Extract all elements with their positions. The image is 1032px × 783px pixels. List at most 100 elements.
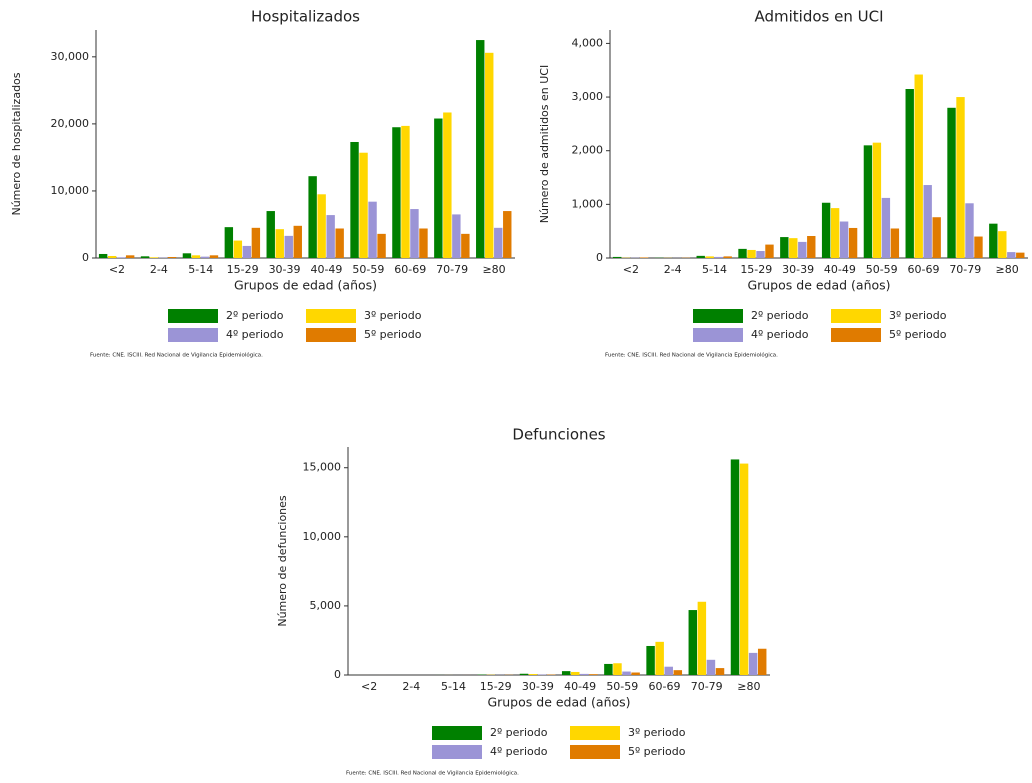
x-tick-label: 50-59 — [352, 263, 384, 276]
bar — [756, 251, 765, 258]
bar — [989, 223, 998, 258]
legend-label: 2º periodo — [490, 726, 548, 739]
bar — [697, 601, 707, 675]
legend-swatch — [306, 328, 356, 342]
x-tick-label: 40-49 — [824, 263, 856, 276]
x-tick-label: 70-79 — [691, 680, 723, 693]
bar — [317, 194, 326, 258]
bar — [284, 235, 293, 258]
bar — [664, 666, 673, 675]
bar — [519, 673, 529, 675]
y-tick-label: 4,000 — [572, 36, 604, 49]
x-tick-label: <2 — [623, 263, 639, 276]
bar — [730, 459, 740, 675]
bar — [476, 40, 485, 258]
bar — [612, 256, 622, 258]
x-tick-label: 5-14 — [188, 263, 213, 276]
y-tick-label: 0 — [596, 251, 603, 264]
x-tick-label: 40-49 — [310, 263, 342, 276]
source-note: Fuente: CNE. ISCIII. Red Nacional de Vig… — [90, 352, 263, 359]
bar — [738, 248, 747, 258]
bar — [715, 668, 725, 675]
legend-label: 5º periodo — [364, 328, 422, 341]
y-tick-label: 20,000 — [51, 117, 90, 130]
x-axis-title: Grupos de edad (años) — [234, 278, 377, 293]
bar — [200, 256, 210, 258]
bar — [410, 209, 419, 258]
bar — [947, 107, 956, 258]
bar — [646, 645, 655, 675]
bar — [589, 674, 598, 675]
legend-label: 2º periodo — [751, 309, 809, 322]
bar — [914, 74, 923, 258]
bar — [293, 225, 302, 258]
bar — [368, 201, 377, 258]
bar — [747, 249, 756, 258]
x-tick-label: 15-29 — [480, 680, 512, 693]
source-note: Fuente: CNE. ISCIII. Red Nacional de Vig… — [605, 352, 778, 359]
bar — [326, 215, 335, 258]
bar — [209, 255, 219, 258]
bar — [622, 671, 631, 675]
y-axis-title: Número de defunciones — [276, 495, 289, 627]
y-tick-label: 0 — [82, 251, 89, 264]
x-tick-label: 2-4 — [664, 263, 682, 276]
legend-label: 3º periodo — [889, 309, 947, 322]
legend-swatch — [570, 726, 620, 740]
bar — [461, 233, 470, 258]
y-tick-label: 5,000 — [310, 599, 342, 612]
bar — [167, 256, 177, 258]
bar — [706, 659, 716, 675]
x-tick-label: 30-39 — [782, 263, 814, 276]
legend-label: 3º periodo — [364, 309, 422, 322]
bar — [107, 255, 117, 258]
bar — [780, 237, 789, 258]
x-tick-label: 50-59 — [866, 263, 898, 276]
bar — [434, 118, 443, 259]
x-tick-label: <2 — [361, 680, 377, 693]
x-tick-label: 5-14 — [441, 680, 466, 693]
bar — [848, 227, 858, 258]
bar — [604, 663, 613, 675]
bar — [419, 228, 428, 258]
y-tick-label: 30,000 — [51, 50, 90, 63]
bar — [580, 673, 589, 675]
y-tick-label: 2,000 — [572, 144, 604, 157]
x-tick-label: 70-79 — [436, 263, 468, 276]
legend-label: 5º periodo — [889, 328, 947, 341]
y-tick-label: 3,000 — [572, 90, 604, 103]
bar — [905, 89, 914, 258]
bar — [251, 227, 261, 258]
bar — [765, 244, 774, 258]
bar — [561, 671, 571, 675]
bar — [377, 233, 386, 258]
x-tick-label: 40-49 — [564, 680, 596, 693]
y-tick-label: 10,000 — [303, 530, 342, 543]
bar — [807, 236, 816, 258]
bar — [798, 241, 807, 258]
legend-swatch — [306, 309, 356, 323]
legend-label: 4º periodo — [226, 328, 284, 341]
chart-title: Defunciones — [512, 426, 605, 444]
bar — [965, 203, 974, 258]
x-tick-label: 50-59 — [606, 680, 638, 693]
bar — [830, 208, 840, 258]
bar — [392, 127, 401, 258]
chart-title: Admitidos en UCI — [754, 8, 883, 26]
bar — [757, 648, 767, 675]
bar — [613, 663, 622, 675]
legend-swatch — [432, 745, 482, 759]
bar — [503, 211, 512, 258]
legend-swatch — [168, 328, 218, 342]
bar — [494, 227, 503, 258]
x-tick-label: 5-14 — [702, 263, 727, 276]
bar — [631, 672, 640, 675]
legend-label: 5º periodo — [628, 745, 686, 758]
bar — [932, 217, 941, 258]
legend-swatch — [570, 745, 620, 759]
bar — [639, 257, 649, 258]
bar — [528, 674, 538, 675]
bar — [116, 257, 126, 258]
bar — [233, 240, 243, 258]
